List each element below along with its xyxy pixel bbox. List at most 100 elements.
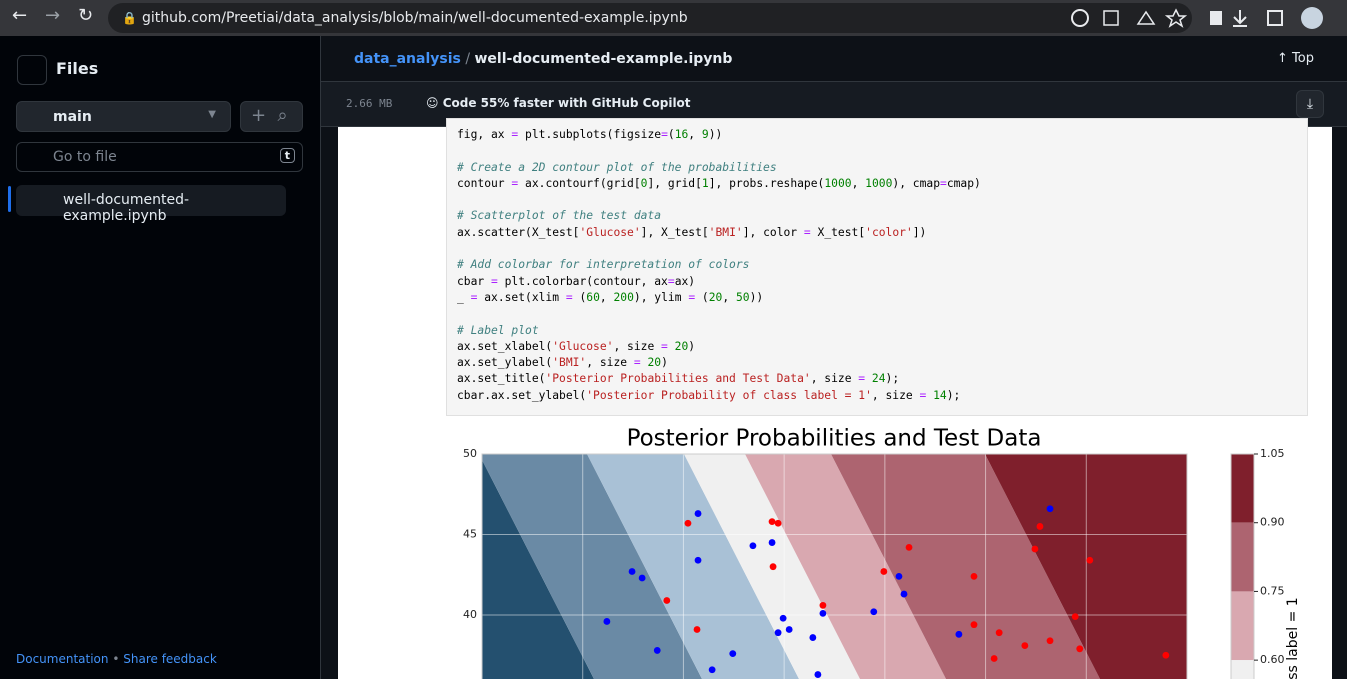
code-line: _ = ax.set(xlim = (60, 200), ylim = (20,… — [457, 290, 1297, 306]
code-line: ax.set_ylabel('BMI', size = 20) — [457, 355, 1297, 371]
code-token: 'BMI' — [708, 225, 743, 239]
reload-button[interactable]: ↻ — [78, 5, 94, 26]
code-token: 1000 — [865, 176, 893, 190]
scatter-point — [1021, 642, 1029, 649]
file-name: well-documented-example.ipynb — [474, 51, 733, 67]
code-token: = — [633, 356, 641, 370]
docs-link[interactable]: Documentation — [16, 652, 109, 666]
scatter-point — [779, 614, 787, 622]
code-token: ], X_test[ — [640, 225, 709, 239]
code-token: 'BMI' — [552, 356, 587, 370]
scatter-point — [955, 630, 963, 638]
code-token: ), cmap — [892, 176, 940, 190]
scatter-point — [1036, 523, 1044, 530]
colorbar-tick-label: 1.05 — [1260, 447, 1285, 460]
code-token: plt.subplots(figsize — [518, 128, 662, 141]
collapse-sidebar-button[interactable] — [17, 55, 47, 85]
code-token: = — [661, 128, 668, 141]
code-line: # Create a 2D contour plot of the probab… — [457, 160, 1297, 176]
copilot-promo[interactable]: ☺ Code 55% faster with GitHub Copilot — [426, 96, 691, 110]
code-token: , size — [810, 372, 859, 386]
chart-title: Posterior Probabilities and Test Data — [627, 426, 1042, 452]
code-token: contour — [457, 176, 512, 190]
scatter-point — [990, 655, 998, 662]
scroll-gutter — [1332, 127, 1347, 679]
file-size: 2.66 MB — [346, 97, 393, 110]
code-token: _ — [457, 290, 471, 304]
repo-link[interactable]: data_analysis — [354, 51, 461, 67]
file-item[interactable]: well-documented-example.ipynb — [16, 185, 286, 224]
code-token: ( — [695, 290, 709, 304]
code-token: = — [661, 339, 668, 353]
code-token: ); — [946, 388, 961, 402]
colorbar-tick-label: 0.60 — [1260, 653, 1285, 666]
colorbar-tick-label: 0.90 — [1260, 516, 1285, 529]
address-bar[interactable]: 🔒 github.com/Preetiai/data_analysis/blob/… — [108, 3, 1192, 33]
scatter-point — [628, 568, 636, 575]
scatter-point — [905, 543, 913, 551]
code-block: # Label plot ax.set_xlabel('Glucose', siz… — [457, 323, 1297, 404]
scatter-point — [774, 519, 782, 527]
code-token: ax.contourf(grid[ — [518, 176, 641, 190]
breadcrumb: data_analysis / well-documented-example.… — [354, 51, 732, 67]
code-token: = — [470, 290, 478, 304]
code-token: ); — [885, 372, 900, 386]
scatter-point — [970, 621, 978, 629]
code-token: )) — [749, 290, 764, 304]
code-line: ax.set_xlabel('Glucose', size = 20) — [457, 339, 1297, 355]
feedback-link[interactable]: Share feedback — [123, 652, 217, 666]
scatter-point — [663, 597, 671, 604]
code-block: # Scatterplot of the test data ax.scatter… — [457, 208, 1297, 241]
code-token: ax.set_title( — [457, 372, 546, 386]
code-token: # Label plot — [457, 323, 539, 337]
code-line: contour = ax.contourf(grid[0], grid[1], … — [457, 176, 1297, 192]
browser-bar: ← → ↻ 🔒 github.com/Preetiai/data_analysis… — [0, 0, 1347, 36]
code-line: cbar.ax.set_ylabel('Posterior Probabilit… — [457, 388, 1297, 404]
y-tick-label: 50 — [463, 447, 477, 460]
code-token: 'Glucose' — [579, 225, 641, 239]
code-token: # Add colorbar for interpretation of col… — [457, 258, 750, 272]
file-header: data_analysis / well-documented-example.… — [321, 36, 1347, 82]
forward-button[interactable]: → — [45, 5, 61, 26]
code-token: 'Posterior Probability of class label = … — [586, 388, 872, 402]
code-line: # Scatterplot of the test data — [457, 208, 1297, 224]
code-token: , — [851, 176, 866, 190]
lock-icon: 🔒 — [122, 11, 137, 25]
code-token: , — [688, 128, 702, 141]
scatter-point — [895, 572, 903, 580]
code-token: ax.set_xlabel( — [457, 339, 553, 353]
code-token: ], grid[ — [647, 176, 702, 190]
code-line: fig, ax = plt.subplots(figsize=(16, 9)) — [457, 127, 1297, 143]
code-token: cbar — [457, 274, 492, 288]
code-line: cbar = plt.colorbar(contour, ax=ax) — [457, 274, 1297, 290]
scatter-point — [638, 574, 646, 582]
scatter-point — [1086, 556, 1094, 564]
code-line: # Add colorbar for interpretation of col… — [457, 257, 1297, 273]
top-link[interactable]: ↑ Top — [1277, 51, 1314, 66]
scatter-point — [694, 556, 702, 564]
scatter-point — [749, 542, 757, 550]
back-button[interactable]: ← — [12, 5, 28, 26]
scatter-point — [1046, 505, 1054, 513]
code-token: ]) — [912, 225, 927, 239]
branch-select[interactable]: main ▼ — [16, 101, 231, 132]
scatter-point — [693, 626, 701, 633]
scatter-point — [1071, 613, 1079, 621]
file-search[interactable]: Go to file t — [16, 142, 303, 172]
code-token: = — [491, 274, 498, 288]
scatter-point — [970, 572, 978, 580]
scatter-point — [870, 608, 878, 616]
code-token: , — [599, 290, 614, 304]
code-token: ax.set(xlim — [477, 290, 566, 304]
code-token: = — [511, 176, 519, 190]
code-cell: fig, ax = plt.subplots(figsize=(16, 9)) #… — [446, 118, 1308, 416]
code-token: # Create a 2D contour plot of the probab… — [457, 160, 777, 174]
code-token: 9 — [701, 128, 709, 141]
code-token: # Scatterplot of the test data — [457, 209, 662, 223]
download-button[interactable]: ⤓ — [1296, 90, 1324, 118]
code-token: ], color — [742, 225, 804, 239]
y-tick-label: 45 — [463, 528, 477, 541]
add-search-buttons[interactable]: + ⌕ — [240, 101, 303, 132]
code-token: 20 — [708, 290, 723, 304]
